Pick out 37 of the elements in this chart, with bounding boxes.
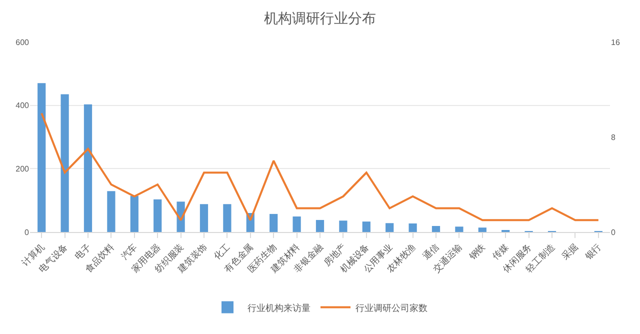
bar (316, 220, 324, 232)
line-series (40, 112, 600, 222)
y2-tick-label: 16 (611, 38, 620, 47)
bar (154, 199, 162, 232)
x-tick-label: 汽车 (119, 242, 139, 262)
x-tick-label: 银行 (582, 242, 603, 262)
legend-label: 行业机构来访量 (248, 302, 310, 313)
bar (339, 220, 348, 232)
x-tick-label: 电子 (72, 242, 93, 262)
legend-label: 行业调研公司家数 (356, 302, 428, 313)
y-tick-label: 200 (16, 164, 30, 174)
x-tick-label: 化工 (212, 242, 232, 262)
bar (432, 226, 440, 232)
bar (38, 83, 46, 232)
x-tick-label: 传媒 (490, 242, 510, 262)
bar (270, 214, 278, 232)
bar (200, 204, 208, 232)
bar (362, 222, 370, 232)
x-tick-label: 钢铁 (466, 242, 487, 262)
bar (223, 204, 232, 232)
y-tick-label: 400 (16, 101, 30, 110)
bar (408, 223, 417, 232)
bar (455, 226, 464, 232)
x-tick-label: 采掘 (560, 242, 580, 262)
bar (386, 223, 394, 232)
bar (84, 104, 92, 232)
chart-title: 机构调研行业分布 (264, 10, 376, 26)
x-tick-label: 通信 (420, 242, 441, 262)
y2-tick-label: 0 (611, 228, 616, 237)
bar (292, 216, 301, 232)
bar (478, 228, 486, 232)
y-tick-label: 0 (24, 228, 30, 237)
y2-tick-label: 8 (611, 132, 616, 142)
bar (60, 94, 69, 232)
y-tick-label: 600 (16, 38, 30, 47)
bar (107, 191, 116, 232)
bar (130, 196, 138, 232)
